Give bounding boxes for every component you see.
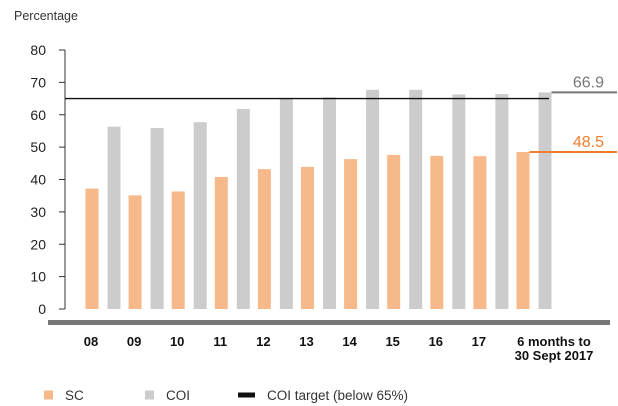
x-tick-label: 15 — [385, 334, 399, 349]
y-tick-label: 40 — [30, 172, 46, 188]
end-label: 66.9 — [573, 74, 604, 91]
x-tick-label: 17 — [472, 334, 486, 349]
legend-label: COI target (below 65%) — [267, 388, 408, 403]
bar-sc — [473, 156, 487, 309]
y-tick-label: 80 — [30, 42, 46, 58]
y-tick-label: 10 — [30, 269, 46, 285]
y-tick-label: 70 — [30, 74, 46, 90]
legend-label: COI — [166, 388, 190, 403]
end-labels: 66.9 48.5 — [529, 74, 617, 153]
legend-swatch — [145, 390, 154, 400]
end-label: 48.5 — [573, 134, 604, 151]
x-tick-label: 13 — [299, 334, 313, 349]
bar-coi — [409, 89, 423, 309]
legend-swatch — [238, 392, 255, 398]
x-tick-label: 14 — [342, 334, 357, 349]
x-tick-label: 16 — [429, 334, 443, 349]
y-tick-label: 60 — [30, 107, 46, 123]
legend-label: SC — [65, 388, 84, 403]
bar-coi — [323, 97, 336, 309]
y-axis-ticks: 0 10 20 30 40 50 60 70 80 — [30, 42, 65, 317]
bar-coi — [107, 126, 121, 309]
bar-sc — [85, 188, 99, 309]
x-tick-label: 6 months to 30 Sept 2017 — [515, 334, 594, 363]
bar-coi — [495, 94, 509, 309]
bar-sc — [387, 154, 401, 309]
x-axis-bar — [48, 320, 610, 325]
y-tick-label: 20 — [30, 236, 46, 252]
bar-coi — [193, 122, 207, 309]
bar-sc — [257, 169, 271, 309]
x-tick-label: 08 — [84, 334, 98, 349]
x-tick-label: 12 — [256, 334, 270, 349]
bar-coi — [236, 108, 250, 309]
bar-coi — [538, 92, 552, 309]
bar-sc — [128, 195, 142, 309]
legend: SC COI COI target (below 65%) — [44, 388, 408, 403]
bars — [85, 89, 552, 309]
x-tick-label: 09 — [127, 334, 141, 349]
bar-coi — [452, 94, 466, 309]
bar-coi — [366, 89, 380, 309]
y-tick-label: 0 — [38, 301, 46, 317]
bar-coi — [279, 97, 293, 309]
legend-item: COI — [145, 388, 190, 403]
legend-swatch — [44, 390, 53, 400]
x-axis-ticks: 08 09 10 11 12 13 14 15 16 17 6 months to 30 Sept 2… — [84, 334, 594, 363]
x-tick-label: 11 — [213, 334, 227, 349]
bar-coi — [150, 128, 164, 309]
bar-sc — [171, 191, 185, 309]
y-axis-label: Percentage — [14, 9, 78, 23]
bar-sc — [301, 166, 314, 309]
y-tick-label: 30 — [30, 204, 46, 220]
x-tick-label: 10 — [170, 334, 184, 349]
y-tick-label: 50 — [30, 139, 46, 155]
legend-item: SC — [44, 388, 84, 403]
bar-sc — [344, 159, 358, 309]
bar-sc — [430, 155, 444, 309]
bar-sc — [214, 176, 228, 309]
bar-sc — [516, 151, 530, 309]
legend-item: COI target (below 65%) — [238, 388, 408, 403]
